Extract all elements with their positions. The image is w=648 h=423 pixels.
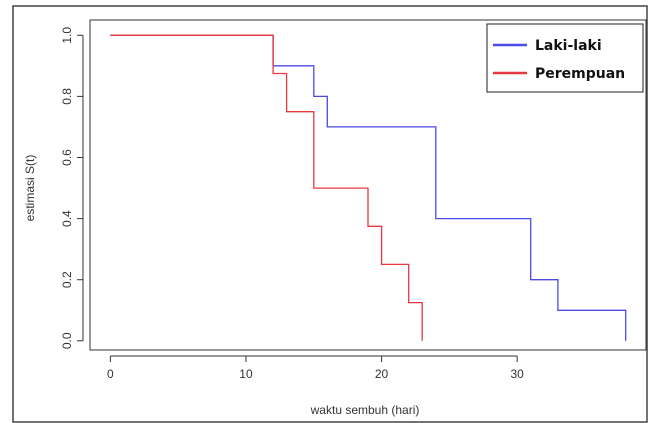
y-axis-title: estimasi S(t) [23, 155, 37, 222]
legend-label-laki-laki: Laki-laki [535, 38, 602, 54]
y-tick-label: 0.0 [60, 332, 74, 349]
x-axis: 0 10 20 30 [107, 355, 524, 381]
outer-frame [12, 5, 648, 423]
x-axis-title: waktu sembuh (hari) [310, 403, 420, 417]
series-line-perempuan [110, 34, 423, 341]
series-line-laki-laki [110, 34, 627, 341]
y-tick-label: 1.0 [60, 27, 74, 44]
legend: Laki-laki Perempuan [486, 23, 644, 93]
x-tick-label: 10 [239, 367, 253, 381]
y-tick-label: 0.8 [60, 88, 74, 105]
y-axis: 0.0 0.2 0.4 0.6 0.8 1.0 [60, 27, 84, 349]
y-tick-label: 0.4 [60, 210, 74, 227]
x-tick-label: 30 [510, 367, 524, 381]
legend-box [486, 23, 644, 93]
y-tick-label: 0.6 [60, 149, 74, 166]
x-tick-label: 0 [107, 367, 114, 381]
plot-area-border [89, 19, 647, 351]
y-tick-label: 0.2 [60, 271, 74, 288]
series-layer [110, 34, 627, 341]
x-tick-label: 20 [375, 367, 389, 381]
legend-label-perempuan: Perempuan [535, 66, 625, 82]
